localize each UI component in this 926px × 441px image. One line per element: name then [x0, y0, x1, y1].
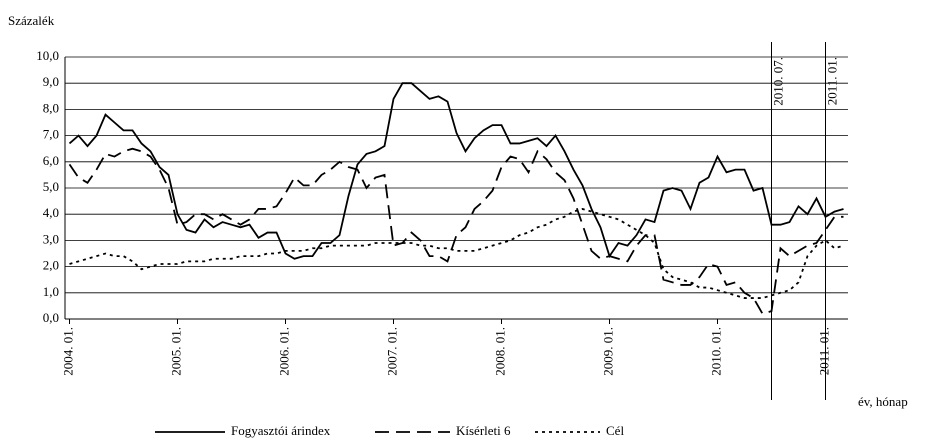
- y-tick-label: 10,0: [36, 48, 59, 63]
- x-tick-label: 2010. 01.: [708, 327, 723, 376]
- x-tick-label: 2007. 01.: [384, 327, 399, 376]
- y-tick-label: 6,0: [43, 153, 59, 168]
- y-tick-label: 8,0: [43, 100, 59, 115]
- legend-label: Cél: [606, 423, 624, 438]
- legend-label: Kísérleti 6: [456, 423, 511, 438]
- x-tick-label: 2006. 01.: [276, 327, 291, 376]
- x-tick-label: 2009. 01.: [600, 327, 615, 376]
- legend-label: Fogyasztói árindex: [231, 423, 331, 438]
- y-tick-label: 0,0: [43, 310, 59, 325]
- x-tick-label: 2008. 01.: [492, 327, 507, 376]
- y-tick-label: 3,0: [43, 231, 59, 246]
- series-line: [68, 147, 844, 315]
- x-tick-label: 2011. 01.: [816, 327, 831, 375]
- annotation: 2010. 07.: [770, 57, 785, 106]
- series-line: [68, 82, 844, 260]
- y-tick-label: 1,0: [43, 284, 59, 299]
- y-tick-label: 5,0: [43, 179, 59, 194]
- y-tick-label: 4,0: [43, 205, 59, 220]
- y-tick-label: 7,0: [43, 127, 59, 142]
- y-axis-label: Százalék: [8, 13, 55, 28]
- x-tick-label: 2004. 01.: [60, 327, 75, 376]
- x-axis-label: év, hónap: [858, 394, 908, 409]
- y-tick-label: 2,0: [43, 258, 59, 273]
- x-tick-label: 2005. 01.: [168, 327, 183, 376]
- y-tick-label: 9,0: [43, 74, 59, 89]
- annotation: 2011. 01.: [824, 57, 839, 105]
